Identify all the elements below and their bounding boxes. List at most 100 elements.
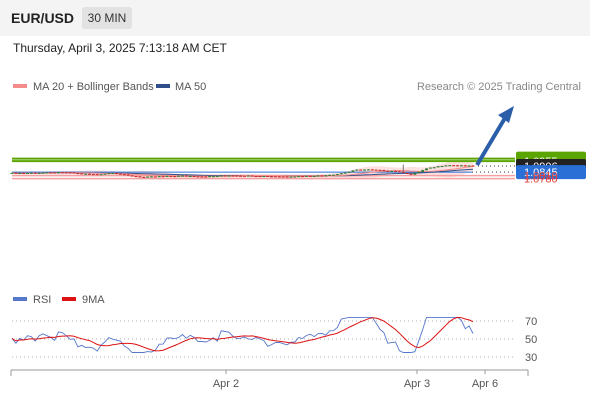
candle-body bbox=[122, 174, 126, 176]
candle-body bbox=[239, 175, 243, 177]
candle-body bbox=[363, 169, 367, 171]
candle-body bbox=[180, 175, 184, 177]
candle-body bbox=[173, 176, 177, 178]
candle-body bbox=[297, 176, 301, 178]
candle-body bbox=[281, 176, 285, 178]
rsi-ma-legend-label: 9MA bbox=[82, 294, 105, 306]
candle-body bbox=[91, 174, 95, 176]
candle-body bbox=[126, 174, 130, 176]
candle-body bbox=[215, 176, 219, 178]
candle-body bbox=[184, 175, 188, 177]
candle-body bbox=[64, 172, 68, 174]
candle-body bbox=[463, 165, 467, 167]
candle-body bbox=[99, 174, 103, 176]
rsi-legend-label: RSI bbox=[33, 294, 51, 306]
candle-body bbox=[390, 170, 394, 172]
candle-body bbox=[359, 169, 363, 171]
candle-body bbox=[374, 169, 378, 171]
candle-body bbox=[258, 176, 262, 178]
candle-body bbox=[432, 167, 436, 169]
projection-arrow bbox=[475, 106, 514, 167]
candle-body bbox=[266, 176, 270, 178]
candle-body bbox=[386, 170, 390, 172]
candle-body bbox=[471, 165, 475, 167]
ma50-legend-label: MA 50 bbox=[175, 81, 206, 93]
time-label: Apr 3 bbox=[404, 378, 430, 390]
candle-body bbox=[200, 176, 204, 178]
candle-body bbox=[394, 170, 398, 172]
candle-body bbox=[111, 173, 115, 175]
candle-body bbox=[219, 175, 223, 177]
candle-body bbox=[87, 173, 91, 175]
candle-body bbox=[405, 172, 409, 174]
candle-body bbox=[45, 172, 49, 174]
rsi-legend-swatch bbox=[13, 297, 27, 301]
candle-body bbox=[320, 175, 324, 177]
rsi-tick-label: 70 bbox=[525, 316, 537, 328]
candle-body bbox=[130, 175, 134, 177]
candle-body bbox=[293, 176, 297, 178]
candle-body bbox=[308, 175, 312, 177]
candle-body bbox=[242, 175, 246, 177]
candle-body bbox=[459, 165, 463, 167]
candle-body bbox=[72, 172, 76, 174]
candle-body bbox=[103, 173, 107, 175]
candle-body bbox=[301, 176, 305, 178]
candle-body bbox=[60, 172, 64, 174]
candle-body bbox=[107, 173, 111, 175]
time-label: Apr 6 bbox=[472, 378, 498, 390]
candle-body bbox=[231, 175, 235, 177]
candle-body bbox=[397, 171, 401, 173]
candle-body bbox=[428, 167, 432, 169]
candle-body bbox=[115, 173, 119, 175]
candle-body bbox=[223, 175, 227, 177]
candle-body bbox=[33, 172, 37, 174]
ma50-legend-swatch bbox=[156, 84, 170, 88]
candle-body bbox=[157, 176, 161, 178]
candle-body bbox=[22, 172, 26, 174]
candle-body bbox=[25, 172, 29, 174]
candle-body bbox=[285, 176, 289, 178]
price-label: 1.0845 bbox=[524, 167, 558, 179]
candle-body bbox=[448, 165, 452, 167]
candle-body bbox=[68, 172, 72, 174]
candle-body bbox=[80, 173, 84, 175]
candle-body bbox=[351, 170, 355, 172]
candle-body bbox=[37, 172, 41, 174]
candle-body bbox=[161, 176, 165, 178]
candle-body bbox=[289, 176, 293, 178]
candle-body bbox=[84, 173, 88, 175]
candle-body bbox=[18, 172, 22, 174]
candle-body bbox=[316, 175, 320, 177]
candle-body bbox=[177, 175, 181, 177]
candle-body bbox=[324, 175, 328, 177]
candle-body bbox=[328, 174, 332, 176]
candle-body bbox=[425, 168, 429, 171]
candle-body bbox=[204, 176, 208, 178]
rsi-ma-legend-swatch bbox=[62, 297, 76, 301]
candle-body bbox=[146, 176, 150, 178]
candle-body bbox=[270, 176, 274, 178]
timeframe-button[interactable]: 30 MIN bbox=[82, 7, 132, 29]
candle-body bbox=[409, 173, 413, 175]
candle-body bbox=[304, 175, 308, 177]
price-label: 1.0780 bbox=[524, 174, 558, 186]
candle-body bbox=[246, 175, 250, 177]
candle-body bbox=[29, 172, 33, 174]
candle-body bbox=[138, 176, 142, 178]
candle-body bbox=[169, 175, 173, 177]
candle-body bbox=[188, 176, 192, 178]
candle-body bbox=[366, 169, 370, 171]
ma20-legend-label: MA 20 + Bollinger Bands bbox=[33, 81, 154, 93]
candle-body bbox=[339, 173, 343, 175]
rsi-line bbox=[11, 316, 474, 353]
candle-body bbox=[41, 172, 45, 174]
candle-body bbox=[273, 176, 277, 178]
price-label-box bbox=[516, 165, 586, 180]
candle-body bbox=[452, 165, 456, 167]
candle-body bbox=[436, 166, 440, 168]
candle-body bbox=[118, 173, 122, 175]
candle-body bbox=[153, 176, 157, 178]
candle-body bbox=[254, 176, 258, 178]
